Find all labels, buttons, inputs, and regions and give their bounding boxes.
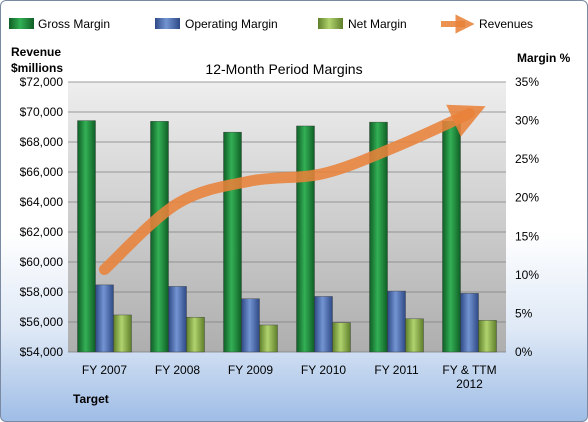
left-tick-label: $68,000 [20,135,64,149]
left-axis-title-line2: $millions [11,61,63,75]
bar-net-margin [186,317,205,353]
right-tick-label: 15% [515,229,539,243]
gridlines [68,81,506,353]
right-axis-title: Margin % [517,51,571,65]
right-axis-ticks: 0% 5% 10% 15% 20% 25% 30% 35% [515,75,539,359]
left-tick-label: $72,000 [20,75,64,89]
chart-title: 12-Month Period Margins [205,61,362,77]
bar-gross-margin [77,120,96,353]
right-tick-label: 5% [515,306,533,320]
category-label: FY & TTM 2012 [442,363,496,391]
left-axis-ticks: $54,000 $56,000 $58,000 $60,000 $62,000 $64,0… [20,75,64,359]
left-tick-label: $64,000 [20,195,64,209]
left-tick-label: $66,000 [20,165,64,179]
left-tick-label: $58,000 [20,285,64,299]
category-label: FY 2011 [374,363,419,377]
legend-swatch-operating-margin [155,18,180,29]
bar-operating-margin [168,286,187,353]
left-axis-title-line1: Revenue [11,45,61,59]
bar-operating-margin [95,284,114,353]
left-tick-label: $60,000 [20,255,64,269]
footer-label: Target [73,392,109,406]
right-tick-label: 20% [515,191,539,205]
category-labels: FY 2007 FY 2008 FY 2009 FY 2010 FY 2011 FY & … [82,363,497,391]
category-label: FY 2007 [82,363,127,377]
legend-item-gross-margin[interactable]: Gross Margin [9,17,110,31]
left-tick-label: $62,000 [20,225,64,239]
legend-item-net-margin[interactable]: Net Margin [318,17,407,31]
legend-label-revenues: Revenues [479,17,533,31]
bar-net-margin [113,314,132,353]
bar-net-margin [332,322,351,353]
right-tick-label: 10% [515,268,539,282]
category-label: FY 2009 [228,363,273,377]
left-tick-label: $70,000 [20,105,64,119]
bar-net-margin [259,324,278,353]
bar-gross-margin [442,121,461,353]
left-tick-label: $54,000 [20,345,64,359]
bar-operating-margin [241,298,260,353]
bar-operating-margin [314,296,333,353]
right-tick-label: 25% [515,152,539,166]
revenues-line-layer [99,104,486,275]
legend-swatch-net-margin [318,18,343,29]
bar-gross-margin [369,121,388,353]
legend-label-operating-margin: Operating Margin [185,17,278,31]
category-label: FY 2008 [155,363,200,377]
bars [77,120,497,353]
legend-label-net-margin: Net Margin [348,17,407,31]
legend-item-revenues[interactable]: Revenues [441,14,533,34]
bar-gross-margin [296,125,315,353]
right-tick-label: 0% [515,345,533,359]
revenues-line [99,104,486,275]
bar-operating-margin [387,290,406,353]
left-tick-label: $56,000 [20,315,64,329]
bar-net-margin [405,318,424,353]
legend-item-operating-margin[interactable]: Operating Margin [155,17,278,31]
right-tick-label: 30% [515,114,539,128]
bar-net-margin [478,320,497,353]
bar-gross-margin [150,121,169,353]
legend-swatch-gross-margin [9,18,34,29]
bar-operating-margin [460,293,479,353]
right-tick-label: 35% [515,75,539,89]
category-label: FY 2010 [301,363,346,377]
legend: Gross Margin Operating Margin Net Margin… [9,14,533,34]
legend-label-gross-margin: Gross Margin [38,17,110,31]
bar-gross-margin [223,131,242,353]
